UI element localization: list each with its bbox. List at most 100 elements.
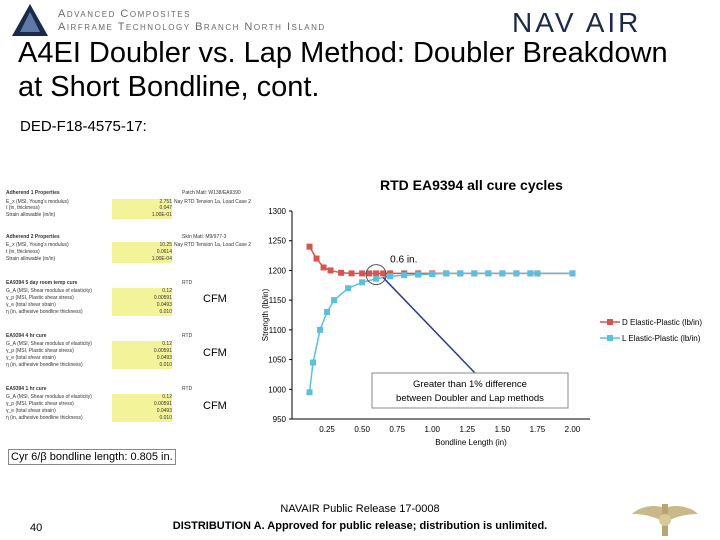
- series-point-1: [527, 270, 534, 277]
- sheet-row-label: γ_p (MSI, Plastic shear stress): [6, 401, 74, 407]
- sheet-row-value: 0.00591: [112, 348, 172, 355]
- sheet-row-note: RTD: [182, 333, 193, 339]
- y-tick-label: 1250: [268, 237, 286, 246]
- series-point-0: [338, 269, 345, 276]
- sheet-row-value: 0.0493: [112, 302, 172, 309]
- x-tick-label: 0.25: [319, 425, 335, 434]
- series-point-1: [457, 270, 464, 277]
- sheet-row-label: γ_e (total shear strain): [6, 408, 56, 414]
- series-point-1: [317, 326, 324, 333]
- y-tick-label: 1300: [268, 207, 286, 216]
- sheet-row-note: RTD: [182, 386, 193, 392]
- sheet-row-label: E_x (MSI, Young's modulus): [6, 199, 69, 205]
- series-point-0: [313, 255, 320, 262]
- sheet-row-label: G_A (MSI, Shear modulus of elasticity): [6, 341, 92, 347]
- sheet-row-note: RTD: [182, 280, 193, 286]
- sheet-row-value: 1.00E-01: [112, 212, 172, 219]
- legend-label: L Elastic-Plastic (lb/in): [622, 334, 701, 343]
- title-line-1: A4EI Doubler vs. Lap Method: Doubler Bre…: [18, 37, 668, 69]
- series-point-1: [401, 272, 408, 279]
- x-axis-title: Bondline Length (in): [435, 438, 507, 447]
- sheet-row-value: 0.0493: [112, 355, 172, 362]
- wings-insignia-icon: [632, 504, 698, 536]
- x-tick-label: 1.50: [495, 425, 511, 434]
- series-point-1: [429, 270, 436, 277]
- legend-swatch-marker: [607, 335, 613, 341]
- sheet-row-label: G_A (MSI, Shear modulus of elasticity): [6, 288, 92, 294]
- series-point-0: [380, 270, 387, 277]
- header-banner: Advanced Composites Airframe Technology …: [0, 0, 720, 40]
- series-point-0: [366, 270, 373, 277]
- sheet-row-label: η (in, adhesive bondline thickness): [6, 309, 83, 315]
- sheet-row-label: EA9394 4 hr cure: [6, 333, 47, 339]
- cfm-label-2: CFM: [203, 347, 227, 359]
- callout-circle: [365, 264, 387, 286]
- sheet-row-value: 0.00591: [112, 295, 172, 302]
- series-point-1: [443, 270, 450, 277]
- sheet-row-value: 0.12: [112, 341, 172, 348]
- x-tick-label: 0.75: [389, 425, 405, 434]
- legend-swatch-marker: [607, 319, 613, 325]
- sheet-row-label: E_x (MSI, Young's modulus): [6, 242, 69, 248]
- cfm-label-1: CFM: [203, 293, 227, 305]
- series-point-1: [345, 285, 352, 292]
- release-line-2: DISTRIBUTION A. Approved for public rele…: [172, 520, 548, 532]
- series-point-1: [499, 270, 506, 277]
- sheet-row-note: Nay RTD Tension 1a, Load Case 2: [174, 199, 252, 205]
- series-point-1: [310, 359, 317, 366]
- y-tick-label: 1200: [268, 266, 286, 275]
- sheet-row-label: G_A (MSI, Shear modulus of elasticity): [6, 394, 92, 400]
- series-point-1: [513, 270, 520, 277]
- sheet-row-label: Strain allowable (in/in): [6, 212, 56, 218]
- sheet-row-value: 0.010: [112, 362, 172, 369]
- callout-text-line-2: between Doubler and Lap methods: [396, 393, 544, 404]
- sheet-row-label: t (in, thickness): [6, 205, 40, 211]
- sheet-row-label: η (in, adhesive bondline thickness): [6, 415, 83, 421]
- y-tick-label: 1100: [269, 326, 287, 335]
- x-tick-label: 1.00: [424, 425, 440, 434]
- sheet-row-label: Adherend 1 Properties: [6, 190, 60, 196]
- sheet-row-label: γ_p (MSI, Plastic shear stress): [6, 295, 74, 301]
- series-point-0: [320, 264, 327, 271]
- y-tick-label: 1000: [268, 385, 286, 394]
- x-tick-label: 2.00: [565, 425, 581, 434]
- callout-text-line-1: Greater than 1% difference: [413, 379, 527, 390]
- sheet-row-value: 0.12: [112, 394, 172, 401]
- sheet-row-label: γ_e (total shear strain): [6, 302, 56, 308]
- callout-pointer-line: [382, 277, 476, 374]
- sheet-row-value: 0.0614: [112, 249, 172, 256]
- sheet-row-label: Adherend 2 Properties: [6, 234, 60, 240]
- chart-title: RTD EA9394 all cure cycles: [380, 177, 563, 193]
- sheet-row-label: γ_p (MSI, Plastic shear stress): [6, 348, 74, 354]
- sheet-row-note: Patch Matl: W138/EA9390: [182, 190, 241, 196]
- cfm-label-3: CFM: [203, 400, 227, 412]
- series-point-1: [387, 273, 394, 280]
- y-axis-title: Strength (lb/in): [261, 288, 270, 341]
- sheet-row-value: 1.00E-04: [112, 256, 172, 263]
- org-branch: Airframe Technology Branch North Island: [58, 21, 326, 33]
- y-tick-label: 1150: [269, 296, 287, 305]
- sheet-row-value: 0.12: [112, 288, 172, 295]
- sheet-row-label: γ_e (total shear strain): [6, 355, 56, 361]
- series-point-1: [331, 297, 338, 304]
- emblem-icon: [12, 4, 48, 36]
- property-spreadsheet: Adherend 1 Properties Patch Matl: W138/EA…: [4, 190, 272, 440]
- navair-logo-text: NAV AIR: [512, 7, 641, 36]
- slide-subtitle: DED-F18-4575-17:: [20, 118, 147, 135]
- y-tick-label: 950: [273, 415, 287, 424]
- sheet-row-label: η (in, adhesive bondline thickness): [6, 362, 83, 368]
- callout-box: [371, 372, 569, 409]
- series-point-1: [373, 275, 380, 282]
- series-point-0: [327, 267, 334, 274]
- x-tick-label: 1.25: [460, 425, 476, 434]
- series-point-0: [348, 270, 355, 277]
- series-line-0: [308, 246, 573, 275]
- sheet-row-label: EA9394 1 hr cure: [6, 386, 47, 392]
- sheet-row-value: 0.00591: [112, 401, 172, 408]
- series-point-1: [324, 309, 331, 316]
- sheet-row-label: Strain allowable (in/in): [6, 256, 56, 262]
- bondline-footnote: Cyr 6/β bondline length: 0.805 in.: [8, 449, 176, 465]
- series-point-1: [306, 389, 313, 396]
- sheet-row-value: 2.751: [112, 199, 172, 206]
